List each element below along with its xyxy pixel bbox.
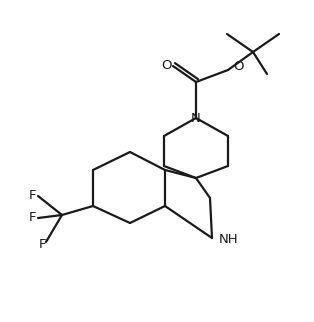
Text: NH: NH — [219, 232, 239, 245]
Text: N: N — [191, 111, 201, 125]
Text: F: F — [28, 188, 36, 202]
Text: F: F — [38, 238, 46, 251]
Text: O: O — [233, 60, 243, 72]
Text: O: O — [161, 59, 171, 71]
Text: F: F — [28, 211, 36, 223]
